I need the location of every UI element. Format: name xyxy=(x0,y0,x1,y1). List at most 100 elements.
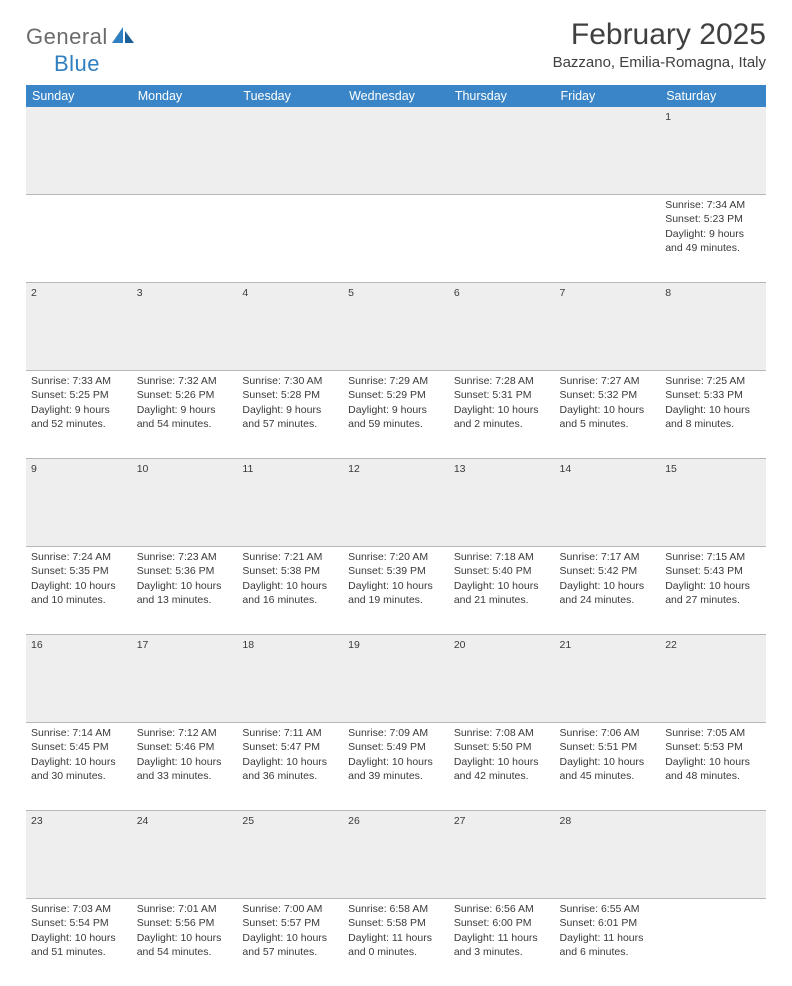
day-header: Friday xyxy=(555,85,661,107)
day-cell: Sunrise: 7:20 AMSunset: 5:39 PMDaylight:… xyxy=(343,547,449,635)
sunrise-text: Sunrise: 7:06 AM xyxy=(560,726,656,740)
day-cell xyxy=(132,195,238,283)
sunset-text: Sunset: 5:39 PM xyxy=(348,564,444,578)
sunset-text: Sunset: 5:40 PM xyxy=(454,564,550,578)
sunrise-text: Sunrise: 7:08 AM xyxy=(454,726,550,740)
daylight-text: and 3 minutes. xyxy=(454,945,550,959)
daylight-text: and 57 minutes. xyxy=(242,945,338,959)
day-cell: Sunrise: 7:25 AMSunset: 5:33 PMDaylight:… xyxy=(660,371,766,459)
day-number xyxy=(237,107,343,195)
day-content-row: Sunrise: 7:34 AMSunset: 5:23 PMDaylight:… xyxy=(26,195,766,283)
day-number xyxy=(132,107,238,195)
daylight-text: Daylight: 10 hours xyxy=(348,755,444,769)
sunset-text: Sunset: 5:36 PM xyxy=(137,564,233,578)
day-number: 12 xyxy=(343,459,449,547)
daylight-text: and 24 minutes. xyxy=(560,593,656,607)
sunset-text: Sunset: 5:46 PM xyxy=(137,740,233,754)
sunset-text: Sunset: 5:50 PM xyxy=(454,740,550,754)
header: General Blue February 2025 Bazzano, Emil… xyxy=(26,18,766,77)
calendar-table: SundayMondayTuesdayWednesdayThursdayFrid… xyxy=(26,85,766,986)
daylight-text: Daylight: 10 hours xyxy=(31,579,127,593)
day-cell: Sunrise: 7:12 AMSunset: 5:46 PMDaylight:… xyxy=(132,723,238,811)
daylight-text: Daylight: 10 hours xyxy=(560,579,656,593)
sunrise-text: Sunrise: 7:00 AM xyxy=(242,902,338,916)
day-number xyxy=(555,107,661,195)
daylight-text: Daylight: 10 hours xyxy=(137,579,233,593)
day-cell: Sunrise: 7:28 AMSunset: 5:31 PMDaylight:… xyxy=(449,371,555,459)
day-number: 23 xyxy=(26,811,132,899)
day-content-row: Sunrise: 7:24 AMSunset: 5:35 PMDaylight:… xyxy=(26,547,766,635)
sunset-text: Sunset: 5:53 PM xyxy=(665,740,761,754)
sunrise-text: Sunrise: 6:55 AM xyxy=(560,902,656,916)
day-number: 5 xyxy=(343,283,449,371)
day-number: 26 xyxy=(343,811,449,899)
day-number: 11 xyxy=(237,459,343,547)
daylight-text: and 52 minutes. xyxy=(31,417,127,431)
sunrise-text: Sunrise: 7:01 AM xyxy=(137,902,233,916)
day-number-row: 232425262728 xyxy=(26,811,766,899)
sunset-text: Sunset: 5:56 PM xyxy=(137,916,233,930)
sunrise-text: Sunrise: 7:27 AM xyxy=(560,374,656,388)
day-number: 27 xyxy=(449,811,555,899)
logo-text-general: General xyxy=(26,24,108,49)
day-number: 8 xyxy=(660,283,766,371)
day-number: 22 xyxy=(660,635,766,723)
sunset-text: Sunset: 5:47 PM xyxy=(242,740,338,754)
day-cell: Sunrise: 7:11 AMSunset: 5:47 PMDaylight:… xyxy=(237,723,343,811)
sunset-text: Sunset: 5:58 PM xyxy=(348,916,444,930)
sunset-text: Sunset: 5:43 PM xyxy=(665,564,761,578)
logo-text-blue: Blue xyxy=(54,51,100,76)
day-number xyxy=(343,107,449,195)
sunset-text: Sunset: 5:23 PM xyxy=(665,212,761,226)
sunrise-text: Sunrise: 6:58 AM xyxy=(348,902,444,916)
sunset-text: Sunset: 5:26 PM xyxy=(137,388,233,402)
day-cell: Sunrise: 7:15 AMSunset: 5:43 PMDaylight:… xyxy=(660,547,766,635)
day-cell: Sunrise: 7:17 AMSunset: 5:42 PMDaylight:… xyxy=(555,547,661,635)
sunset-text: Sunset: 5:49 PM xyxy=(348,740,444,754)
logo: General Blue xyxy=(26,24,136,77)
sunrise-text: Sunrise: 7:30 AM xyxy=(242,374,338,388)
sunrise-text: Sunrise: 7:05 AM xyxy=(665,726,761,740)
sunrise-text: Sunrise: 7:11 AM xyxy=(242,726,338,740)
sunrise-text: Sunrise: 7:21 AM xyxy=(242,550,338,564)
day-cell: Sunrise: 7:32 AMSunset: 5:26 PMDaylight:… xyxy=(132,371,238,459)
daylight-text: Daylight: 10 hours xyxy=(31,755,127,769)
day-header: Sunday xyxy=(26,85,132,107)
daylight-text: and 5 minutes. xyxy=(560,417,656,431)
day-cell: Sunrise: 7:24 AMSunset: 5:35 PMDaylight:… xyxy=(26,547,132,635)
sunrise-text: Sunrise: 7:28 AM xyxy=(454,374,550,388)
day-cell: Sunrise: 7:06 AMSunset: 5:51 PMDaylight:… xyxy=(555,723,661,811)
sunrise-text: Sunrise: 7:29 AM xyxy=(348,374,444,388)
daylight-text: Daylight: 10 hours xyxy=(665,579,761,593)
sunrise-text: Sunrise: 7:23 AM xyxy=(137,550,233,564)
day-number: 20 xyxy=(449,635,555,723)
sunset-text: Sunset: 5:57 PM xyxy=(242,916,338,930)
daylight-text: and 10 minutes. xyxy=(31,593,127,607)
day-cell: Sunrise: 7:08 AMSunset: 5:50 PMDaylight:… xyxy=(449,723,555,811)
day-number: 21 xyxy=(555,635,661,723)
sunset-text: Sunset: 5:38 PM xyxy=(242,564,338,578)
sunrise-text: Sunrise: 7:18 AM xyxy=(454,550,550,564)
sunrise-text: Sunrise: 7:14 AM xyxy=(31,726,127,740)
day-cell: Sunrise: 6:58 AMSunset: 5:58 PMDaylight:… xyxy=(343,899,449,986)
day-content-row: Sunrise: 7:03 AMSunset: 5:54 PMDaylight:… xyxy=(26,899,766,986)
daylight-text: and 0 minutes. xyxy=(348,945,444,959)
day-number: 14 xyxy=(555,459,661,547)
day-number: 1 xyxy=(660,107,766,195)
day-number: 9 xyxy=(26,459,132,547)
daylight-text: and 49 minutes. xyxy=(665,241,761,255)
logo-sail-icon xyxy=(112,25,136,51)
sunset-text: Sunset: 5:32 PM xyxy=(560,388,656,402)
day-cell xyxy=(555,195,661,283)
sunrise-text: Sunrise: 7:24 AM xyxy=(31,550,127,564)
daylight-text: Daylight: 10 hours xyxy=(31,931,127,945)
day-cell: Sunrise: 7:23 AMSunset: 5:36 PMDaylight:… xyxy=(132,547,238,635)
day-number: 7 xyxy=(555,283,661,371)
daylight-text: and 19 minutes. xyxy=(348,593,444,607)
sunrise-text: Sunrise: 7:12 AM xyxy=(137,726,233,740)
sunset-text: Sunset: 5:31 PM xyxy=(454,388,550,402)
day-content-row: Sunrise: 7:33 AMSunset: 5:25 PMDaylight:… xyxy=(26,371,766,459)
sunset-text: Sunset: 5:42 PM xyxy=(560,564,656,578)
month-title: February 2025 xyxy=(553,18,766,52)
day-number: 17 xyxy=(132,635,238,723)
